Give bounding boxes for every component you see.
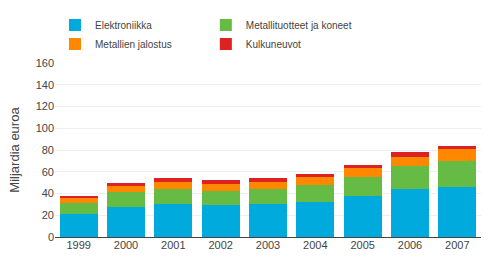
svg-text:Metallien jalostus: Metallien jalostus bbox=[95, 39, 172, 50]
svg-text:1999: 1999 bbox=[66, 239, 90, 251]
svg-text:160: 160 bbox=[36, 57, 54, 69]
svg-text:2005: 2005 bbox=[350, 239, 374, 251]
svg-text:2007: 2007 bbox=[445, 239, 469, 251]
svg-text:120: 120 bbox=[36, 100, 54, 112]
svg-text:2004: 2004 bbox=[303, 239, 327, 251]
svg-text:0: 0 bbox=[48, 231, 54, 243]
svg-text:2006: 2006 bbox=[398, 239, 422, 251]
svg-text:Elektroniikka: Elektroniikka bbox=[95, 20, 152, 31]
svg-text:20: 20 bbox=[42, 209, 54, 221]
svg-text:140: 140 bbox=[36, 79, 54, 91]
svg-text:2002: 2002 bbox=[208, 239, 232, 251]
svg-text:Metallituotteet ja koneet: Metallituotteet ja koneet bbox=[246, 20, 352, 31]
svg-text:2003: 2003 bbox=[256, 239, 280, 251]
svg-text:Kulkuneuvot: Kulkuneuvot bbox=[246, 39, 301, 50]
svg-text:2000: 2000 bbox=[114, 239, 138, 251]
svg-text:100: 100 bbox=[36, 122, 54, 134]
svg-text:2001: 2001 bbox=[161, 239, 185, 251]
svg-text:80: 80 bbox=[42, 144, 54, 156]
svg-text:Miljardia euroa: Miljardia euroa bbox=[7, 107, 22, 193]
svg-text:40: 40 bbox=[42, 187, 54, 199]
svg-text:60: 60 bbox=[42, 166, 54, 178]
